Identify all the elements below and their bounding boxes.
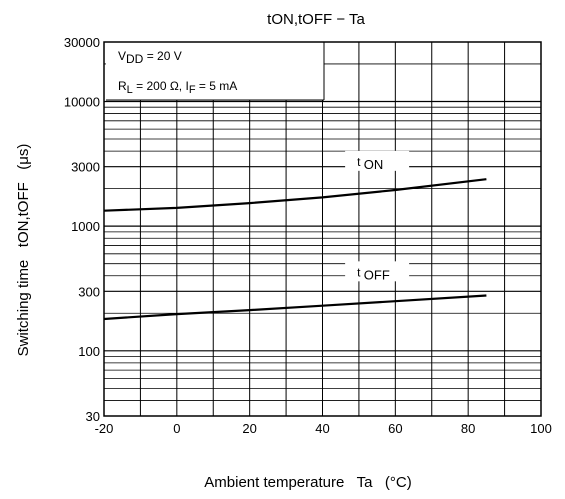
x-tick-label: -20	[95, 421, 114, 436]
x-tick-label: 40	[315, 421, 329, 436]
y-tick-label: 300	[78, 284, 100, 299]
conditions-box: VDD = 20 V RL = 200 Ω, IF = 5 mA	[106, 42, 325, 101]
x-tick-labels: -20 0 20 40 60 80 100	[95, 421, 552, 436]
x-tick-label: 80	[461, 421, 475, 436]
y-tick-label: 3000	[71, 160, 100, 175]
x-tick-label: 100	[530, 421, 552, 436]
y-tick-label: 100	[78, 344, 100, 359]
y-tick-labels: 30 100 300 1000 3000 10000 30000	[64, 35, 100, 424]
x-tick-label: 0	[173, 421, 180, 436]
series-label-bg	[345, 150, 410, 171]
chart-title: tON,tOFF − Ta	[267, 11, 365, 28]
x-tick-label: 60	[388, 421, 402, 436]
series-line-t-off	[103, 294, 487, 321]
series-labels: t ON t OFF	[345, 150, 410, 282]
conditions-box-bg	[106, 42, 324, 100]
y-tick-label: 30000	[64, 35, 100, 50]
series-group	[103, 178, 487, 321]
series-label-t-off: t OFF	[357, 265, 390, 282]
series-label-bg	[345, 261, 410, 282]
y-tick-label: 1000	[71, 219, 100, 234]
series-label-t-on: t ON	[357, 155, 383, 172]
y-tick-label: 30	[86, 409, 100, 424]
condition-rl-if: RL = 200 Ω, IF = 5 mA	[118, 79, 237, 96]
series-line-t-on	[103, 178, 487, 212]
x-axis-label: Ambient temperature Ta (°C)	[204, 474, 411, 491]
x-tick-label: 20	[242, 421, 256, 436]
y-tick-label: 10000	[64, 94, 100, 109]
condition-vdd: VDD = 20 V	[118, 49, 182, 66]
plot-frame	[103, 41, 542, 417]
grid	[104, 42, 541, 416]
y-axis-label: Switching time tON,tOFF (μs)	[15, 144, 32, 357]
